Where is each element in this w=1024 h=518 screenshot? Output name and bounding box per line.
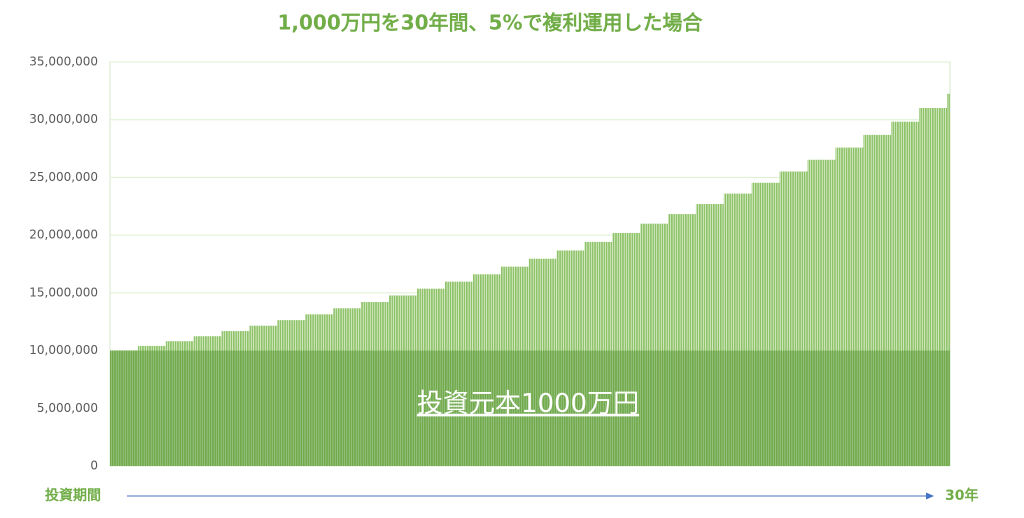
- bar: [221, 331, 250, 466]
- bar: [137, 345, 166, 466]
- bar: [361, 301, 389, 466]
- bar: [389, 295, 417, 466]
- bar: [333, 308, 362, 466]
- bar: [249, 325, 278, 466]
- bar: [528, 258, 557, 466]
- bar: [416, 288, 445, 466]
- bar: [723, 193, 752, 467]
- bar: [947, 93, 950, 467]
- bar: [612, 232, 641, 466]
- bar: [110, 350, 138, 466]
- principal-area: [110, 350, 950, 466]
- arrow-head: [926, 492, 934, 500]
- y-tick-label: 10,000,000: [29, 343, 98, 357]
- bar: [751, 182, 780, 467]
- bar: [640, 223, 668, 466]
- bar: [165, 341, 194, 466]
- bar: [444, 281, 473, 466]
- bar: [500, 266, 529, 466]
- x-end-label: 30年: [945, 487, 978, 504]
- bar: [193, 336, 222, 466]
- y-tick-label: 20,000,000: [29, 228, 98, 242]
- bar: [891, 121, 920, 467]
- bar: [668, 214, 696, 466]
- y-tick-label: 5,000,000: [37, 401, 98, 415]
- y-tick-label: 30,000,000: [29, 112, 98, 126]
- bar: [584, 241, 613, 466]
- chart-title: 1,000万円を30年間、5%で複利運用した場合: [277, 11, 703, 35]
- y-tick-label: 25,000,000: [29, 170, 98, 184]
- bar: [919, 108, 947, 466]
- x-start-label: 投資期間: [45, 487, 101, 504]
- bar: [556, 250, 585, 466]
- bar: [472, 274, 501, 466]
- bar: [863, 134, 892, 467]
- bar: [695, 204, 724, 466]
- y-tick-label: 35,000,000: [29, 55, 98, 69]
- y-tick-label: 0: [90, 459, 98, 473]
- bar: [305, 314, 334, 466]
- y-tick-label: 15,000,000: [29, 285, 98, 299]
- principal-label: 投資元本1000万円: [417, 389, 639, 419]
- bar: [277, 320, 306, 466]
- bar: [807, 159, 836, 466]
- bar: [835, 147, 864, 466]
- bar: [779, 171, 808, 466]
